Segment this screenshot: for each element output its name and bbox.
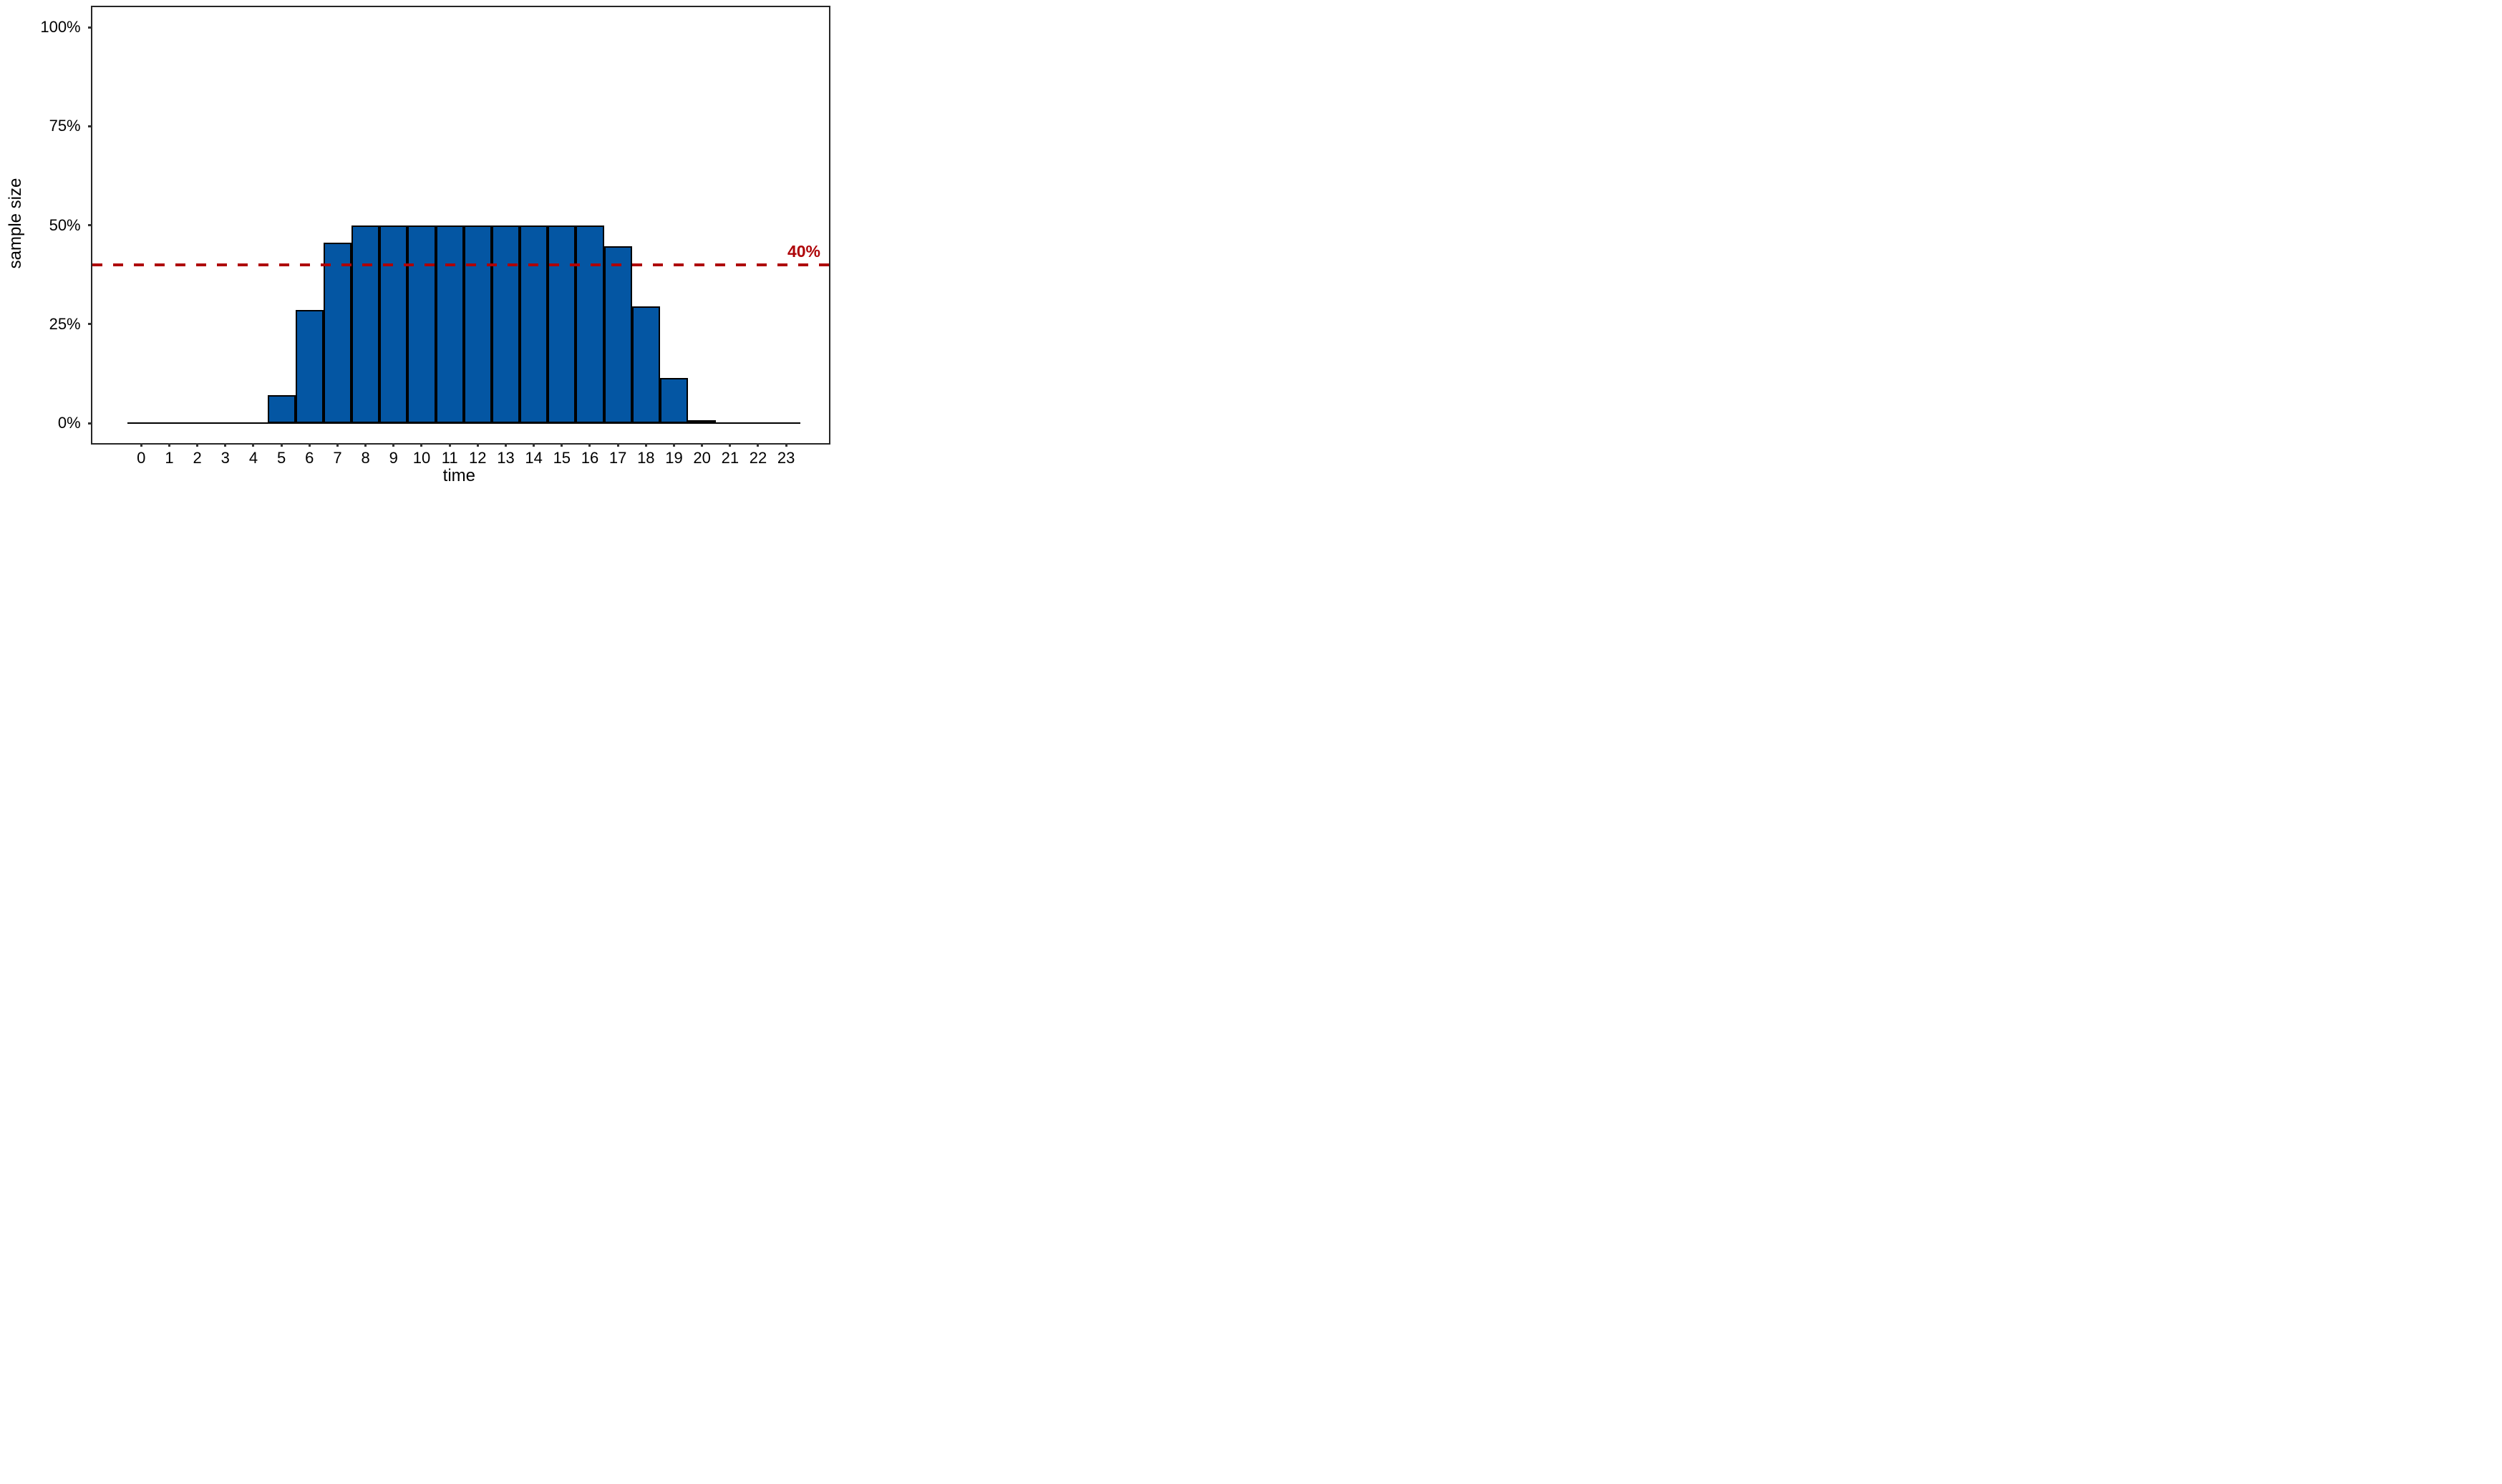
- y-tick-label-100: 100%: [40, 18, 81, 36]
- x-tick-label-12: 12: [469, 448, 487, 467]
- y-tick-25: [87, 323, 92, 326]
- x-tick-label-23: 23: [777, 448, 795, 467]
- bar-20: [688, 420, 717, 424]
- x-tick-label-3: 3: [220, 448, 230, 467]
- x-tick-23: [785, 442, 787, 447]
- bar-9: [379, 225, 408, 424]
- y-tick-label-0: 0%: [57, 414, 81, 432]
- reference-line-label: 40%: [787, 241, 821, 261]
- x-tick-label-11: 11: [441, 448, 458, 467]
- bar-10: [407, 225, 436, 424]
- bar-16: [576, 225, 604, 424]
- y-tick-0: [87, 422, 92, 425]
- x-tick-label-20: 20: [693, 448, 711, 467]
- x-tick-0: [140, 442, 142, 447]
- y-axis-title: sample size: [6, 178, 25, 269]
- y-tick-label-50: 50%: [49, 215, 81, 234]
- x-tick-label-5: 5: [277, 448, 286, 467]
- x-tick-label-1: 1: [165, 448, 174, 467]
- x-tick-6: [308, 442, 311, 447]
- x-tick-label-22: 22: [749, 448, 767, 467]
- x-tick-16: [588, 442, 591, 447]
- y-tick-100: [87, 26, 92, 29]
- x-tick-13: [504, 442, 507, 447]
- y-tick-label-25: 25%: [49, 314, 81, 333]
- x-tick-label-6: 6: [305, 448, 314, 467]
- bar-15: [548, 225, 576, 424]
- x-axis-title: time: [442, 465, 475, 485]
- x-tick-label-18: 18: [637, 448, 655, 467]
- x-tick-label-17: 17: [608, 448, 627, 467]
- x-tick-label-19: 19: [665, 448, 683, 467]
- x-tick-label-15: 15: [553, 448, 571, 467]
- x-tick-label-21: 21: [721, 448, 740, 467]
- x-tick-4: [252, 442, 255, 447]
- bar-18: [631, 306, 660, 424]
- x-tick-10: [420, 442, 423, 447]
- y-tick-50: [87, 224, 92, 227]
- x-tick-label-13: 13: [497, 448, 515, 467]
- x-tick-1: [168, 442, 170, 447]
- bar-11: [435, 225, 464, 424]
- x-tick-8: [364, 442, 367, 447]
- bar-13: [491, 225, 520, 424]
- x-tick-label-8: 8: [361, 448, 370, 467]
- x-tick-label-7: 7: [333, 448, 342, 467]
- bar-5: [267, 395, 296, 424]
- x-tick-label-14: 14: [525, 448, 543, 467]
- x-tick-5: [280, 442, 283, 447]
- x-tick-21: [729, 442, 732, 447]
- x-tick-7: [336, 442, 339, 447]
- x-tick-label-16: 16: [581, 448, 599, 467]
- x-tick-19: [672, 442, 675, 447]
- zero-baseline: [127, 422, 800, 425]
- y-tick-75: [87, 125, 92, 127]
- x-tick-11: [448, 442, 451, 447]
- x-tick-label-0: 0: [137, 448, 146, 467]
- x-tick-label-10: 10: [412, 448, 431, 467]
- x-tick-9: [392, 442, 395, 447]
- x-tick-18: [644, 442, 647, 447]
- bar-6: [295, 309, 324, 424]
- bar-17: [603, 246, 632, 424]
- bar-7: [323, 243, 352, 424]
- bar-12: [463, 225, 492, 424]
- x-tick-3: [224, 442, 227, 447]
- x-tick-label-2: 2: [193, 448, 202, 467]
- bar-14: [520, 225, 548, 424]
- reference-line-40pct: [92, 263, 834, 266]
- y-tick-label-75: 75%: [49, 117, 81, 135]
- x-tick-label-9: 9: [389, 448, 398, 467]
- x-tick-14: [533, 442, 535, 447]
- bar-19: [659, 378, 689, 424]
- x-tick-22: [757, 442, 760, 447]
- bar-chart-figure: sample size time 0% 25% 50% 75% 100% 0 1 2 3 4 5 6 7…: [0, 0, 834, 495]
- bar-8: [351, 225, 380, 424]
- x-tick-label-4: 4: [248, 448, 258, 467]
- plot-panel: 0% 25% 50% 75% 100% 0 1 2 3 4 5 6 7 8 9 10 11 12 13 14 15 16 1…: [40, 6, 834, 465]
- x-tick-12: [476, 442, 479, 447]
- x-tick-2: [196, 442, 199, 447]
- x-tick-17: [616, 442, 619, 447]
- x-tick-15: [561, 442, 563, 447]
- x-tick-20: [701, 442, 704, 447]
